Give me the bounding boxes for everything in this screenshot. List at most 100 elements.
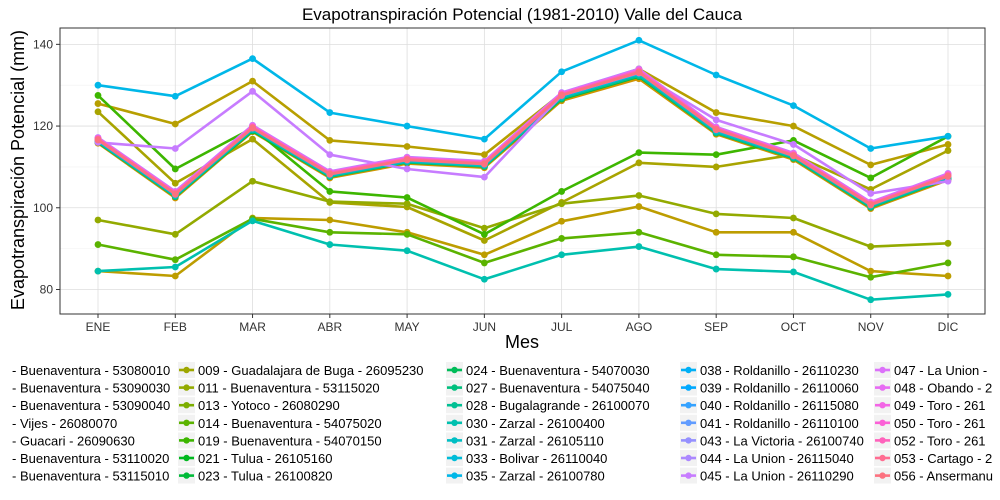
data-point bbox=[480, 251, 488, 259]
data-point bbox=[712, 71, 720, 79]
data-point bbox=[712, 228, 720, 236]
data-point bbox=[171, 92, 179, 100]
y-axis-title: Evapotranspiración Potencial (mm) bbox=[8, 30, 28, 310]
legend-item: 031 - Zarzal - 26105110 bbox=[446, 432, 604, 449]
data-point bbox=[712, 265, 720, 273]
data-point bbox=[94, 216, 102, 224]
data-point bbox=[867, 201, 875, 209]
legend-item: - Buenaventura - 53110020 bbox=[12, 451, 169, 466]
legend-label: - Guacari - 26090630 bbox=[12, 433, 135, 448]
series-line bbox=[97, 71, 949, 207]
legend-label: 038 - Roldanillo - 26110230 bbox=[700, 363, 859, 378]
series-line bbox=[97, 38, 949, 150]
legend-item: - Guacari - 26090630 bbox=[12, 433, 135, 448]
x-tick-label: OCT bbox=[781, 320, 807, 334]
legend-label: 024 - Buenaventura - 54070030 bbox=[466, 363, 650, 378]
data-point bbox=[790, 141, 797, 148]
x-axis-title: Mes bbox=[505, 332, 539, 352]
legend-item: 030 - Zarzal - 26100400 bbox=[446, 414, 605, 431]
data-point bbox=[326, 198, 334, 206]
legend-label: 014 - Buenaventura - 54075020 bbox=[198, 416, 382, 431]
plot-area: 80 100 120 140 ENE FEB MAR ABR MAY JUN JUL AGO SEP OC… bbox=[33, 27, 986, 334]
data-point bbox=[326, 109, 334, 116]
legend-label: 039 - Roldanillo - 26110060 bbox=[700, 381, 859, 396]
data-point bbox=[635, 203, 643, 210]
data-point bbox=[326, 170, 334, 178]
data-point bbox=[326, 228, 334, 236]
legend-item: 014 - Buenaventura - 54075020 bbox=[178, 414, 382, 431]
data-point bbox=[867, 243, 875, 250]
data-point bbox=[558, 251, 566, 259]
x-tick-label: JUN bbox=[473, 320, 496, 334]
data-point bbox=[94, 81, 102, 89]
data-point bbox=[480, 173, 488, 181]
legend-item: 039 - Roldanillo - 26110060 bbox=[680, 379, 859, 396]
data-point bbox=[712, 116, 720, 124]
data-point bbox=[94, 136, 102, 144]
legend-label: 048 - Obando - 2 bbox=[894, 381, 992, 396]
legend-label: - Buenaventura - 53090030 bbox=[12, 381, 170, 396]
legend-item: - Buenaventura - 53080010 bbox=[12, 363, 170, 378]
legend-label: 011 - Buenaventura - 53115020 bbox=[198, 381, 380, 396]
legend-key-point bbox=[685, 454, 692, 462]
legend-label: 023 - Tulua - 26100820 bbox=[198, 469, 332, 484]
legend-item: 013 - Yotoco - 26080290 bbox=[178, 397, 340, 414]
legend-label: 030 - Zarzal - 26100400 bbox=[466, 416, 605, 431]
legend-label: 028 - Bugalagrande - 26100070 bbox=[466, 398, 650, 413]
legend-label: 056 - Ansermanu bbox=[894, 469, 993, 484]
data-point bbox=[790, 152, 797, 160]
data-point bbox=[867, 296, 875, 304]
legend-key-point bbox=[451, 419, 458, 426]
data-point bbox=[94, 92, 102, 99]
legend-key-point bbox=[183, 437, 190, 444]
x-tick-label: NOV bbox=[858, 320, 884, 334]
x-tick-label: ENE bbox=[86, 320, 111, 334]
data-point bbox=[403, 200, 411, 208]
data-point bbox=[403, 143, 411, 150]
legend-key-point bbox=[685, 437, 692, 444]
data-point bbox=[480, 275, 488, 283]
data-point bbox=[171, 179, 179, 187]
legend-item: 033 - Bolivar - 26110040 bbox=[446, 450, 607, 466]
data-point bbox=[635, 192, 643, 199]
data-point bbox=[944, 290, 952, 298]
plot-border bbox=[59, 27, 986, 315]
series-line bbox=[97, 71, 949, 195]
y-tick-label: 120 bbox=[33, 119, 53, 133]
data-point bbox=[558, 188, 566, 195]
data-point bbox=[326, 136, 334, 144]
legend-item: 024 - Buenaventura - 54070030 bbox=[446, 362, 650, 378]
data-point bbox=[790, 122, 797, 130]
x-tick-label: DIC bbox=[938, 320, 959, 334]
data-point bbox=[326, 216, 334, 224]
legend-item: 035 - Zarzal - 26100780 bbox=[446, 467, 605, 484]
data-point bbox=[712, 210, 720, 218]
x-tick-label: MAR bbox=[239, 320, 266, 334]
x-tick-label: SEP bbox=[704, 320, 728, 334]
legend-label: 052 - Toro - 261 bbox=[894, 433, 986, 448]
legend-item: 023 - Tulua - 26100820 bbox=[178, 467, 332, 484]
y-tick-label: 100 bbox=[33, 201, 53, 215]
legend-key-point bbox=[183, 419, 190, 426]
legend-item: - Buenaventura - 53090030 bbox=[12, 381, 170, 396]
data-point bbox=[94, 108, 102, 116]
data-point bbox=[94, 241, 102, 248]
x-tick-label: JUL bbox=[551, 320, 573, 334]
legend-item: 044 - La Union - 26115040 bbox=[680, 450, 854, 466]
legend-item: 040 - Roldanillo - 26115080 bbox=[680, 397, 859, 414]
legend-key-point bbox=[183, 454, 190, 462]
legend-key-point bbox=[183, 384, 190, 391]
legend-item: 028 - Bugalagrande - 26100070 bbox=[446, 397, 650, 414]
legend-key-point bbox=[451, 472, 458, 479]
data-point bbox=[944, 177, 952, 185]
legend-label: 009 - Guadalajara de Buga - 26095230 bbox=[198, 363, 424, 378]
legend-key-point bbox=[451, 454, 458, 462]
data-point bbox=[403, 122, 411, 130]
data-point bbox=[635, 228, 643, 236]
legend-item: 049 - Toro - 261 bbox=[874, 397, 986, 414]
data-point bbox=[558, 235, 566, 242]
x-tick-label: AGO bbox=[626, 320, 653, 334]
legend-label: 043 - La Victoria - 26100740 bbox=[700, 433, 864, 448]
data-point bbox=[403, 156, 411, 164]
legend-key-point bbox=[685, 419, 692, 426]
